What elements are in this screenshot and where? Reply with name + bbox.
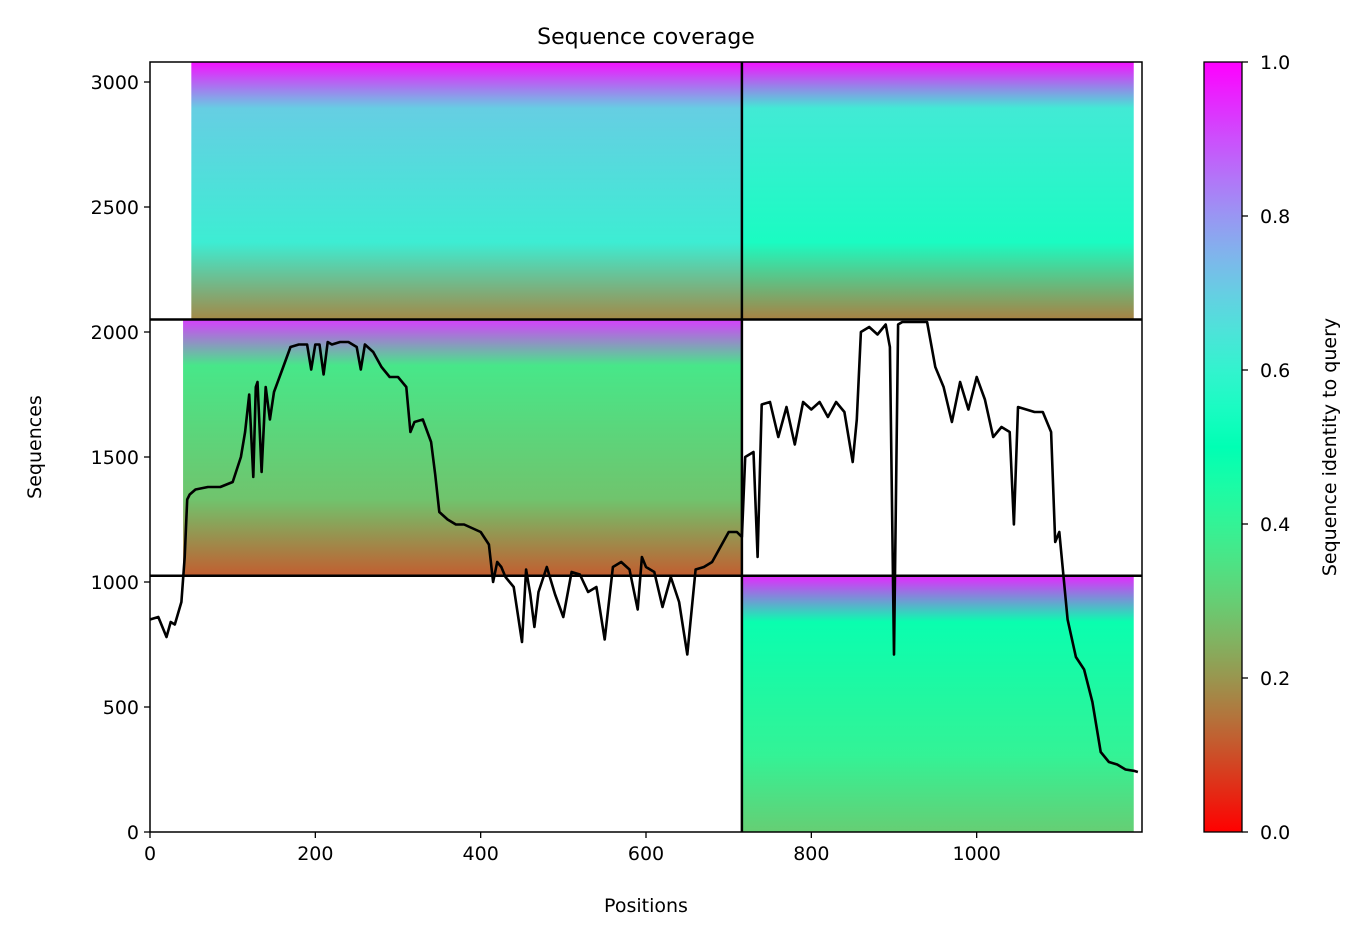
msa-block-1 [191, 62, 742, 320]
x-tick-label: 600 [628, 843, 664, 865]
y-tick-label: 1500 [91, 447, 139, 469]
coverage-line [150, 320, 1139, 774]
y-tick-label: 1000 [91, 572, 139, 594]
colorbar-tick-label: 0.0 [1260, 822, 1290, 844]
y-axis-ticks: 0 500 1000 1500 2000 2500 3000 [91, 72, 150, 844]
x-tick-label: 1000 [952, 843, 1000, 865]
chart-title: Sequence coverage [537, 25, 755, 50]
y-tick-label: 3000 [91, 72, 139, 94]
msa-blocks [183, 62, 1134, 832]
coverage-line-group [150, 320, 1139, 774]
msa-block-2 [741, 62, 1134, 320]
msa-block-4 [741, 575, 1134, 832]
colorbar-tick-label: 0.8 [1260, 206, 1290, 228]
colorbar-tick-label: 0.6 [1260, 360, 1290, 382]
x-axis-ticks: 0 200 400 600 800 1000 [144, 832, 1001, 865]
y-tick-label: 500 [103, 697, 139, 719]
colorbar-tick-label: 0.2 [1260, 668, 1290, 690]
colorbar-gradient [1203, 61, 1243, 833]
msa-block-3 [183, 319, 742, 576]
x-tick-label: 800 [793, 843, 829, 865]
y-tick-label: 2000 [91, 322, 139, 344]
block-boundaries [150, 62, 1142, 832]
y-tick-label: 0 [127, 822, 139, 844]
colorbar: 0.0 0.2 0.4 0.6 0.8 1.0 [1203, 52, 1290, 844]
x-tick-label: 200 [297, 843, 333, 865]
y-tick-label: 2500 [91, 197, 139, 219]
x-tick-label: 0 [144, 843, 156, 865]
colorbar-tick-label: 0.4 [1260, 514, 1290, 536]
x-axis-label: Positions [604, 895, 688, 917]
colorbar-label: Sequence identity to query [1319, 318, 1341, 576]
y-axis-label: Sequences [24, 395, 46, 499]
x-tick-label: 400 [463, 843, 499, 865]
colorbar-tick-label: 1.0 [1260, 52, 1290, 74]
